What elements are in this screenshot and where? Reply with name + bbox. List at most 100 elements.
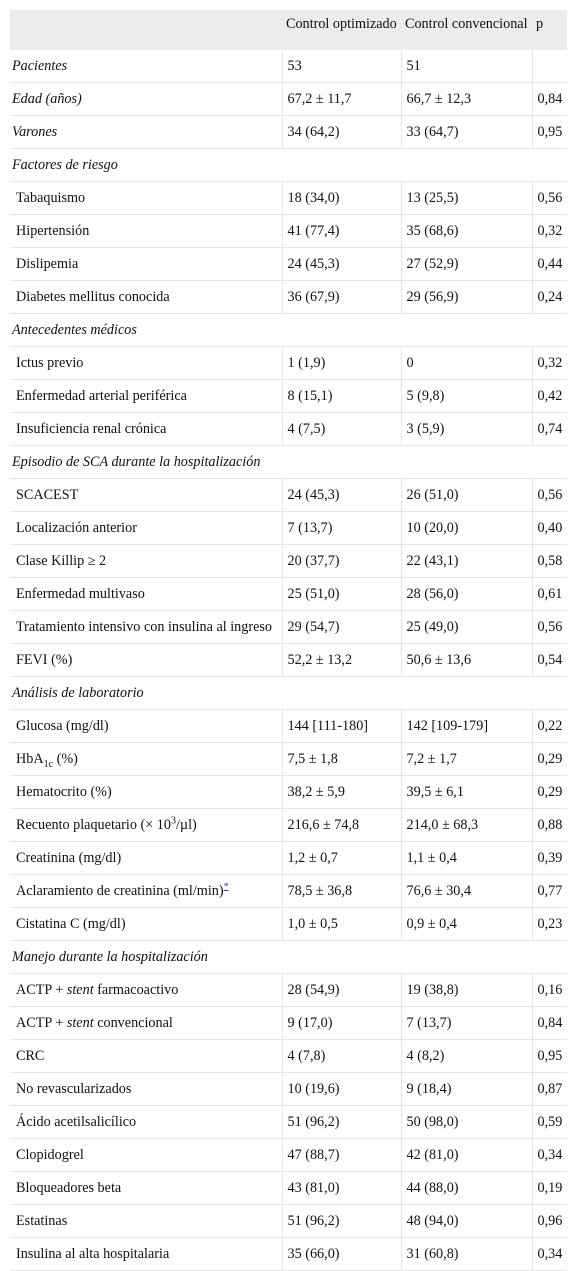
table-row: No revascularizados 10 (19,6) 9 (18,4) 0,87 (10, 1072, 567, 1106)
value-optimizado: 51 (96,2) (282, 1105, 402, 1139)
p-value: 0,34 (532, 1237, 567, 1271)
row-label: Hipertensión (10, 214, 283, 248)
value-optimizado: 1 (1,9) (282, 346, 402, 380)
section-label: Factores de riesgo (10, 148, 567, 182)
p-value: 0,16 (532, 973, 567, 1007)
p-value: 0,34 (532, 1138, 567, 1172)
p-value: 0,58 (532, 544, 567, 578)
label-text: /µl) (175, 817, 197, 833)
value-optimizado: 36 (67,9) (282, 280, 402, 314)
row-label: Estatinas (10, 1204, 283, 1238)
row-label: Ictus previo (10, 346, 283, 380)
table-row: Enfermedad multivaso 25 (51,0) 28 (56,0) 0,… (10, 577, 567, 611)
value-convencional: 142 [109-179] (401, 709, 533, 743)
label-text: Aclaramiento de creatinina (ml/min) (16, 883, 224, 899)
value-optimizado: 28 (54,9) (282, 973, 402, 1007)
row-label: Cistatina C (mg/dl) (10, 907, 283, 941)
table-row: ACTP + stent farmacoactivo 28 (54,9) 19 (3… (10, 973, 567, 1007)
table-row: Hematocrito (%) 38,2 ± 5,9 39,5 ± 6,1 0,29 (10, 775, 567, 809)
value-optimizado: 4 (7,5) (282, 412, 402, 446)
value-convencional: 76,6 ± 30,4 (401, 874, 533, 908)
table-row: CRC 4 (7,8) 4 (8,2) 0,95 (10, 1039, 567, 1073)
row-label: Recuento plaquetario (× 103/µl) (10, 808, 283, 842)
row-label: Tratamiento intensivo con insulina al in… (10, 610, 283, 644)
value-optimizado: 7,5 ± 1,8 (282, 742, 402, 776)
section-row: Factores de riesgo (10, 148, 567, 182)
p-value: 0,24 (532, 280, 567, 314)
table-body: Pacientes 53 51 Edad (años) 67,2 ± 11,7 66,7 … (10, 50, 567, 1271)
value-optimizado: 20 (37,7) (282, 544, 402, 578)
label-text: (%) (53, 751, 78, 767)
row-label: Clopidogrel (10, 1138, 283, 1172)
p-value: 0,44 (532, 247, 567, 281)
table-row: Dislipemia 24 (45,3) 27 (52,9) 0,44 (10, 247, 567, 281)
label-text: convencional (93, 1015, 173, 1031)
row-label: Hematocrito (%) (10, 775, 283, 809)
section-label: Análisis de laboratorio (10, 676, 567, 710)
section-label: Manejo durante la hospitalización (10, 940, 567, 974)
table-row: ACTP + stent convencional 9 (17,0) 7 (13,7… (10, 1006, 567, 1040)
value-convencional: 50 (98,0) (401, 1105, 533, 1139)
row-label: SCACEST (10, 478, 283, 512)
header-empty (10, 10, 282, 50)
label-subscript: 1c (43, 758, 54, 770)
row-label: Ácido acetilsalicílico (10, 1105, 283, 1139)
p-value: 0,56 (532, 478, 567, 512)
value-optimizado: 51 (96,2) (282, 1204, 402, 1238)
p-value: 0,56 (532, 181, 567, 215)
value-convencional: 7,2 ± 1,7 (401, 742, 533, 776)
value-optimizado: 43 (81,0) (282, 1171, 402, 1205)
header-row: Control optimizado Control convencional … (10, 10, 567, 50)
table-row: Insulina al alta hospitalaria 35 (66,0) 31… (10, 1237, 567, 1271)
value-convencional: 3 (5,9) (401, 412, 533, 446)
p-value: 0,22 (532, 709, 567, 743)
row-label: ACTP + stent farmacoactivo (10, 973, 283, 1007)
row-label: Tabaquismo (10, 181, 283, 215)
table-row: Varones 34 (64,2) 33 (64,7) 0,95 (10, 115, 567, 149)
table-row: Pacientes 53 51 (10, 50, 567, 83)
label-superscript: 3 (170, 815, 176, 827)
section-row: Antecedentes médicos (10, 313, 567, 347)
value-optimizado: 9 (17,0) (282, 1006, 402, 1040)
p-value: 0,61 (532, 577, 567, 611)
p-value: 0,87 (532, 1072, 567, 1106)
p-value: 0,29 (532, 742, 567, 776)
table-row: Diabetes mellitus conocida 36 (67,9) 29 (5… (10, 280, 567, 314)
p-value: 0,88 (532, 808, 567, 842)
row-label: FEVI (%) (10, 643, 283, 677)
row-label: Edad (años) (10, 82, 283, 116)
p-value: 0,42 (532, 379, 567, 413)
baseline-characteristics-table: Control optimizado Control convencional … (10, 10, 567, 1271)
value-optimizado: 216,6 ± 74,8 (282, 808, 402, 842)
row-label: Bloqueadores beta (10, 1171, 283, 1205)
value-convencional: 10 (20,0) (401, 511, 533, 545)
p-value: 0,39 (532, 841, 567, 875)
value-convencional: 42 (81,0) (401, 1138, 533, 1172)
footnote-link[interactable]: * (223, 881, 229, 893)
table-row: Edad (años) 67,2 ± 11,7 66,7 ± 12,3 0,84 (10, 82, 567, 116)
value-convencional: 31 (60,8) (401, 1237, 533, 1271)
value-convencional: 0 (401, 346, 533, 380)
p-value: 0,19 (532, 1171, 567, 1205)
value-optimizado: 4 (7,8) (282, 1039, 402, 1073)
value-convencional: 22 (43,1) (401, 544, 533, 578)
value-optimizado: 47 (88,7) (282, 1138, 402, 1172)
p-value: 0,54 (532, 643, 567, 677)
row-label: No revascularizados (10, 1072, 283, 1106)
table-row: Tratamiento intensivo con insulina al in… (10, 610, 567, 644)
p-value: 0,95 (532, 115, 567, 149)
p-value: 0,29 (532, 775, 567, 809)
p-value: 0,74 (532, 412, 567, 446)
value-convencional: 1,1 ± 0,4 (401, 841, 533, 875)
row-label: Insulina al alta hospitalaria (10, 1237, 283, 1271)
row-label: Pacientes (10, 50, 283, 83)
value-convencional: 4 (8,2) (401, 1039, 533, 1073)
section-label: Episodio de SCA durante la hospitalizaci… (10, 445, 567, 479)
value-optimizado: 144 [111-180] (282, 709, 402, 743)
value-convencional: 13 (25,5) (401, 181, 533, 215)
value-optimizado: 7 (13,7) (282, 511, 402, 545)
p-value: 0,84 (532, 82, 567, 116)
row-label: Glucosa (mg/dl) (10, 709, 283, 743)
value-optimizado: 1,0 ± 0,5 (282, 907, 402, 941)
label-text: Recuento plaquetario (× 10 (16, 817, 171, 833)
